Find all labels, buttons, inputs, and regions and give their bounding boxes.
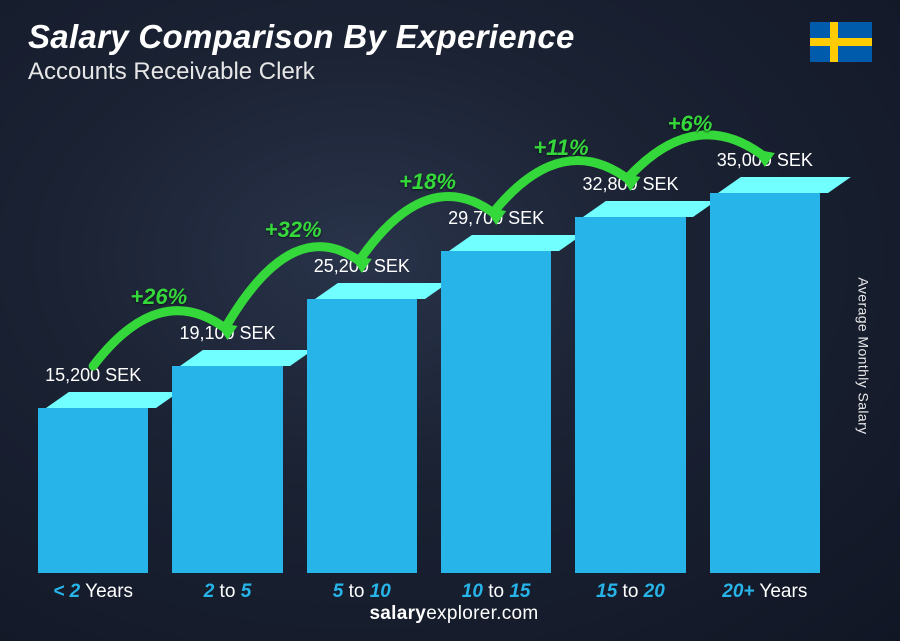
footer-brand-bold: salary — [369, 603, 426, 624]
header: Salary Comparison By Experience Accounts… — [28, 18, 880, 86]
x-axis-label: 10 to 15 — [441, 581, 551, 603]
bar-top-face — [315, 283, 448, 299]
bar-value-label: 25,200 SEK — [314, 256, 410, 277]
bar-value-label: 15,200 SEK — [45, 365, 141, 386]
footer-brand-rest: explorer.com — [426, 603, 538, 624]
bar — [710, 177, 820, 573]
footer-attribution: salaryexplorer.com — [28, 603, 880, 627]
bar-value-label: 29,700 SEK — [448, 208, 544, 229]
bar-front-face — [172, 366, 282, 573]
x-axis-label: < 2 Years — [38, 581, 148, 603]
bar — [38, 392, 148, 573]
bar-group: 15,200 SEK 19,100 SEK 25,200 SEK 29,700 SEK… — [38, 133, 820, 573]
bar-slot: 25,200 SEK — [307, 256, 417, 573]
page-title: Salary Comparison By Experience — [28, 18, 810, 56]
bar-front-face — [441, 251, 551, 573]
bar-slot: 15,200 SEK — [38, 365, 148, 573]
infographic-container: Salary Comparison By Experience Accounts… — [0, 0, 900, 641]
bar-slot: 35,000 SEK — [710, 150, 820, 573]
bar-front-face — [307, 299, 417, 573]
bar-front-face — [575, 217, 685, 573]
x-axis-label: 20+ Years — [710, 581, 820, 603]
bar — [575, 201, 685, 573]
x-axis-label: 15 to 20 — [575, 581, 685, 603]
bar-slot: 19,100 SEK — [172, 323, 282, 573]
bar-top-face — [46, 392, 179, 408]
x-axis-label: 5 to 10 — [307, 581, 417, 603]
bar — [441, 235, 551, 573]
bar-value-label: 19,100 SEK — [179, 323, 275, 344]
bar-top-face — [449, 235, 582, 251]
title-block: Salary Comparison By Experience Accounts… — [28, 18, 810, 86]
x-axis-label: 2 to 5 — [172, 581, 282, 603]
x-axis-labels: < 2 Years 2 to 5 5 to 10 10 to 15 15 to 20 20… — [38, 581, 820, 603]
sweden-flag-icon — [810, 22, 872, 62]
bar-top-face — [718, 177, 851, 193]
y-axis-title: Average Monthly Salary — [855, 277, 871, 434]
bar-slot: 29,700 SEK — [441, 208, 551, 573]
bar — [172, 350, 282, 573]
chart-area: 15,200 SEK 19,100 SEK 25,200 SEK 29,700 SEK… — [28, 92, 880, 603]
page-subtitle: Accounts Receivable Clerk — [28, 58, 810, 86]
bar-top-face — [583, 201, 716, 217]
bar — [307, 283, 417, 573]
bar-top-face — [180, 350, 313, 366]
bar-value-label: 35,000 SEK — [717, 150, 813, 171]
bar-front-face — [38, 408, 148, 573]
bar-value-label: 32,800 SEK — [582, 174, 678, 195]
bar-front-face — [710, 193, 820, 573]
bar-slot: 32,800 SEK — [575, 174, 685, 573]
